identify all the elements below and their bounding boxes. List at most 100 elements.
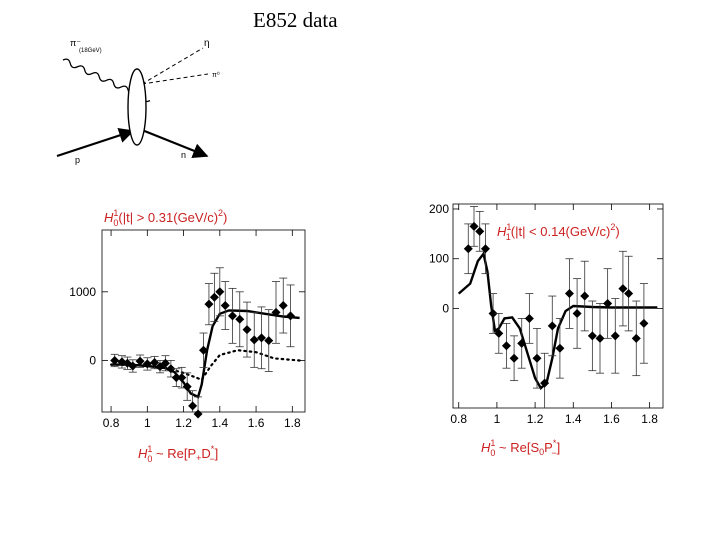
fit-curve-dotted [110,349,301,382]
data-point [188,401,198,411]
pi0-line [141,73,209,85]
data-point [524,313,534,323]
feynman-diagram: π⁻ (18GeV) η π⁰ p n [56,38,220,165]
x-tick-label: 1.4 [211,416,228,430]
data-point [215,287,225,297]
chart-title: H1 1(|t| < 0.14(GeV/c)2) [497,222,620,242]
data-point [228,311,237,321]
title-part: 0 [113,218,118,228]
xlabel-part: 0 [490,448,495,458]
fit-curve-solid [457,251,658,390]
title-part: H [104,210,114,225]
data-point [110,355,120,365]
eta-line [141,47,204,85]
x-tick-label: 1 [494,412,501,426]
title-part: H [497,224,507,239]
xlabel-part: 1 [147,444,152,454]
data-point [639,318,649,328]
data-point [631,333,641,343]
data-point [555,343,565,353]
x-tick-label: 1.4 [565,412,582,426]
xlabel-part: − [551,448,556,458]
xlabel-part: − [209,454,214,464]
beam-energy-label: (18GeV) [79,48,102,54]
data-point [135,356,145,366]
data-point [182,382,192,392]
data-point [572,308,582,318]
title-part: 1 [506,222,511,232]
data-point [501,341,511,351]
data-point [618,284,628,294]
fit-curve-solid [111,309,300,399]
data-point [532,353,542,363]
x-tick-label: 1.6 [603,412,620,426]
title-part: ) [615,224,619,239]
data-point [257,333,266,343]
title-part: 2 [218,208,223,218]
x-axis-label: H1 0 ~ Re[P+D* −] [138,444,218,464]
xlabel-part: 1 [490,438,495,448]
neutron-line [141,128,209,159]
title-part: 1 [113,208,118,218]
y-tick-label: 100 [429,252,449,266]
data-point [204,299,214,309]
data-point [480,244,490,254]
title-part: 1 [506,232,511,242]
data-point [242,325,252,335]
data-point [595,333,605,343]
axes-frame [452,203,664,409]
proton-label: p [75,155,80,165]
xlabel-part: * [211,444,215,454]
data-point [166,364,176,374]
data-point [286,311,295,321]
data-point [475,226,485,236]
data-point [199,345,208,355]
title-part: (|t| > 0.31(GeV/c) [118,210,218,225]
x-tick-label: 1.8 [284,416,301,430]
title-part: 2 [610,222,615,232]
y-tick-label: 1000 [69,285,96,299]
data-point [128,361,138,371]
xlabel-part: + [196,453,201,463]
data-point [517,338,527,348]
proton-line [56,128,135,158]
data-point [193,409,203,419]
x-tick-label: 1.2 [175,416,192,430]
x-tick-label: 1.8 [641,412,658,426]
beam-label: π⁻ [70,38,81,48]
data-point [160,358,170,368]
xlabel-part: P [544,440,553,455]
xlabel-part: 0 [147,454,152,464]
data-point [142,359,152,369]
x-tick-label: 0.8 [103,416,120,430]
data-point [278,301,288,311]
title-part: (|t| < 0.14(GeV/c) [511,224,611,239]
data-point [587,331,597,341]
x-axis-label: H1 0 ~ Re[S0P* −] [481,438,560,458]
y-tick-label: 200 [429,202,449,216]
data-point [488,308,498,318]
neutron-label: n [181,150,186,160]
data-point [249,335,259,345]
y-tick-label: 0 [89,353,96,367]
y-tick-label: 0 [442,301,449,315]
xlabel-part: H [138,446,148,461]
pi0-label: π⁰ [212,71,220,79]
data-point [580,291,590,301]
data-point [463,244,473,254]
data-point [603,299,613,309]
data-point [547,321,557,331]
data-point [509,353,519,363]
data-point [235,314,245,324]
xlabel-part: 0 [539,447,544,457]
data-point [469,221,479,231]
x-tick-label: 1.2 [527,412,544,426]
data-point [177,373,187,383]
xlabel-part: ~ Re[S [495,440,539,455]
page-title: E852 data [253,8,338,32]
chart-title: H1 0(|t| > 0.31(GeV/c)2) [104,208,227,228]
xlabel-part: D [201,446,210,461]
x-tick-label: 1.6 [248,416,265,430]
